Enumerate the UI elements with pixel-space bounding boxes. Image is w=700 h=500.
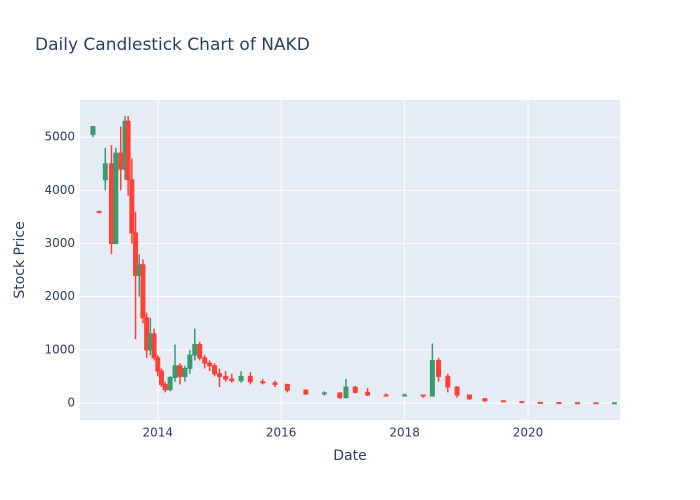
chart-title: Daily Candlestick Chart of NAKD [35,35,310,55]
candle-body [113,152,119,245]
candle-body [445,375,451,388]
candle-body [192,344,198,356]
candle-body [519,401,525,404]
y-axis-title: Stock Price [12,221,28,298]
candle-body [454,386,460,396]
y-tick-label: 5000 [44,130,75,144]
y-tick-label: 0 [67,395,75,409]
candle-body [436,359,442,377]
candle-body [466,394,472,400]
candle-body [500,400,506,403]
candle-body [207,362,213,367]
candle-body [238,375,244,382]
candle-body [272,382,278,385]
candle-body [482,398,488,402]
candle-body [574,402,580,405]
candle-body [167,376,173,391]
candle-body [365,391,371,396]
candle-body [125,120,131,181]
candle-body [151,333,157,359]
candle-body [247,375,253,383]
candle-body [352,386,358,393]
candle-body [90,126,96,136]
candle-body [96,211,102,214]
candle-body [537,401,543,404]
candle-body [158,370,164,385]
y-tick-label: 1000 [44,342,75,356]
candle-body [321,392,327,395]
candle-body [260,381,266,384]
candle-body [611,402,617,405]
candle-body [162,383,168,391]
candle-body [229,378,235,382]
candle-body [420,394,426,397]
candle-body [129,179,135,234]
candle-body [223,375,229,380]
candle-body [182,367,188,377]
x-tick-label: 2014 [142,426,173,440]
candle-body [133,232,139,276]
candle-body [177,365,183,377]
y-tick-label: 3000 [44,236,75,250]
candle-body [337,392,343,399]
candle-body [187,354,193,369]
candle-body [402,394,408,397]
candle-body [556,402,562,405]
candle-body [202,357,208,364]
candle-body [155,357,161,372]
y-tick-label: 2000 [44,289,75,303]
candle-body [343,386,349,399]
x-tick-label: 2018 [389,426,420,440]
y-tick-label: 4000 [44,183,75,197]
candle-body [118,152,124,170]
candle-body [429,359,435,397]
candle-body [216,373,222,377]
candle-body [593,402,599,405]
plot-background [80,100,620,420]
candle-body [140,264,146,319]
candle-body [172,365,178,378]
x-tick-label: 2016 [266,426,297,440]
candle-body [197,344,203,359]
candle-body [108,163,114,245]
candle-body [284,383,290,391]
x-tick-label: 2020 [513,426,544,440]
candle-body [383,394,389,397]
candle-body [102,163,108,181]
candle-body [212,365,218,375]
candle-body [303,389,309,395]
x-axis-title: Date [333,448,366,464]
